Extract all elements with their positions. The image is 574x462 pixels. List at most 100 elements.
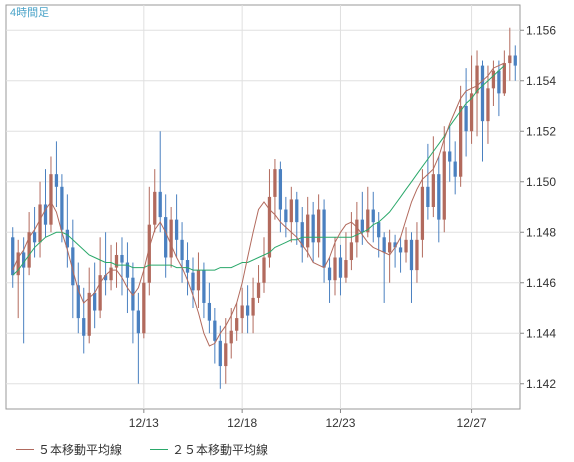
candle-body-up	[469, 93, 474, 132]
legend-swatch-ma25	[150, 449, 168, 450]
y-tick-label: 1.156	[526, 23, 556, 37]
y-tick-label: 1.152	[526, 124, 556, 138]
candle-body-down	[131, 277, 135, 311]
candle-body-down	[32, 232, 37, 243]
candle-body-up	[49, 174, 53, 225]
y-tick-label: 1.150	[526, 175, 556, 189]
y-tick-label: 1.142	[526, 377, 556, 391]
candle-body-up	[442, 151, 446, 220]
candle-body-up	[169, 219, 173, 258]
candle-body-down	[322, 209, 326, 268]
candle-body-down	[311, 214, 315, 243]
candle-body-down	[125, 262, 130, 278]
ma5-line	[12, 62, 505, 347]
candle-body-up	[114, 254, 119, 268]
candle-body-up	[344, 260, 348, 278]
candle-body-up	[420, 186, 425, 240]
y-tick-label: 1.148	[526, 225, 556, 239]
candle-body-up	[109, 267, 113, 281]
candle-body-up	[27, 232, 31, 268]
candle-body-down	[497, 70, 501, 94]
candle-body-down	[453, 161, 457, 177]
candle-body-up	[502, 63, 506, 94]
y-tick-label: 1.146	[526, 276, 556, 290]
candle-body-up	[316, 209, 321, 243]
candle-body-down	[300, 222, 304, 248]
candle-body-down	[480, 65, 485, 122]
grid	[6, 5, 520, 409]
x-tick-label: 12/18	[227, 416, 257, 430]
candle-body-down	[60, 186, 64, 230]
candle-body-up	[387, 242, 392, 253]
candle-body-up	[431, 174, 435, 207]
candle-body-up	[459, 106, 463, 177]
legend-swatch-ma5	[16, 449, 34, 450]
candle-body-down	[218, 340, 222, 367]
candle-body-down	[398, 247, 403, 253]
candle-body-up	[306, 214, 310, 248]
candle-body-up	[153, 191, 157, 225]
candle-body-up	[491, 70, 496, 89]
candle-body-down	[338, 257, 343, 278]
candle-body-up	[415, 239, 419, 271]
candle-body-up	[87, 292, 91, 336]
timeframe-label: 4時間足	[10, 6, 49, 19]
candle-body-up	[224, 343, 228, 367]
candles	[11, 27, 517, 389]
candle-body-up	[273, 169, 277, 197]
x-tick-label: 12/13	[129, 416, 159, 430]
candle-body-down	[202, 270, 206, 303]
candle-body-down	[295, 199, 299, 223]
candle-body-down	[448, 151, 452, 162]
candle-body-down	[191, 272, 195, 291]
candle-body-down	[409, 239, 414, 271]
candle-body-up	[289, 199, 293, 223]
candle-body-up	[486, 88, 490, 122]
candle-body-down	[278, 169, 283, 210]
y-tick-label: 1.144	[526, 326, 556, 340]
candle-body-up	[508, 55, 512, 64]
candle-body-down	[93, 292, 97, 311]
candle-body-down	[185, 260, 190, 273]
candle-body-down	[180, 239, 184, 261]
candle-body-down	[103, 275, 108, 281]
candle-body-up	[235, 318, 239, 331]
candle-body-down	[327, 267, 332, 281]
candle-body-down	[371, 209, 375, 223]
candle-body-down	[284, 209, 288, 223]
candle-body-up	[256, 282, 261, 298]
moving-averages	[12, 62, 505, 347]
candle-body-down	[207, 302, 212, 321]
candle-body-down	[164, 217, 168, 258]
candle-body-down	[43, 204, 48, 225]
candle-body-down	[426, 186, 430, 207]
candle-body-up	[333, 257, 337, 281]
candle-body-down	[437, 174, 441, 220]
candle-body-up	[196, 270, 201, 291]
candle-body-down	[382, 237, 386, 253]
candle-body-up	[98, 275, 102, 311]
candle-body-down	[71, 247, 75, 286]
candle-body-down	[54, 174, 59, 187]
ma25-line	[12, 65, 505, 276]
candle-body-down	[513, 55, 517, 66]
legend-item-ma25: ２５本移動平均線	[150, 441, 268, 458]
candlestick-chart: 1.142 1.144 1.146 1.148 1.150 1.152 1.154 1.156…	[5, 4, 556, 430]
legend: ５本移動平均線 ２５本移動平均線	[0, 435, 574, 462]
candle-body-up	[16, 252, 20, 276]
candle-body-down	[464, 106, 468, 132]
candle-body-down	[65, 229, 69, 248]
candle-body-up	[147, 224, 151, 283]
candle-body-down	[22, 252, 26, 268]
candle-body-down	[213, 320, 217, 341]
candle-body-down	[393, 242, 397, 248]
candle-body-up	[404, 239, 408, 253]
candle-body-up	[240, 305, 244, 319]
candle-body-up	[267, 196, 272, 258]
candle-body-down	[76, 285, 80, 319]
candle-body-down	[82, 318, 86, 336]
legend-item-ma5: ５本移動平均線	[16, 441, 122, 458]
candle-body-down	[174, 219, 179, 240]
legend-label-ma5: ５本移動平均線	[38, 443, 123, 457]
candle-body-down	[11, 237, 15, 276]
